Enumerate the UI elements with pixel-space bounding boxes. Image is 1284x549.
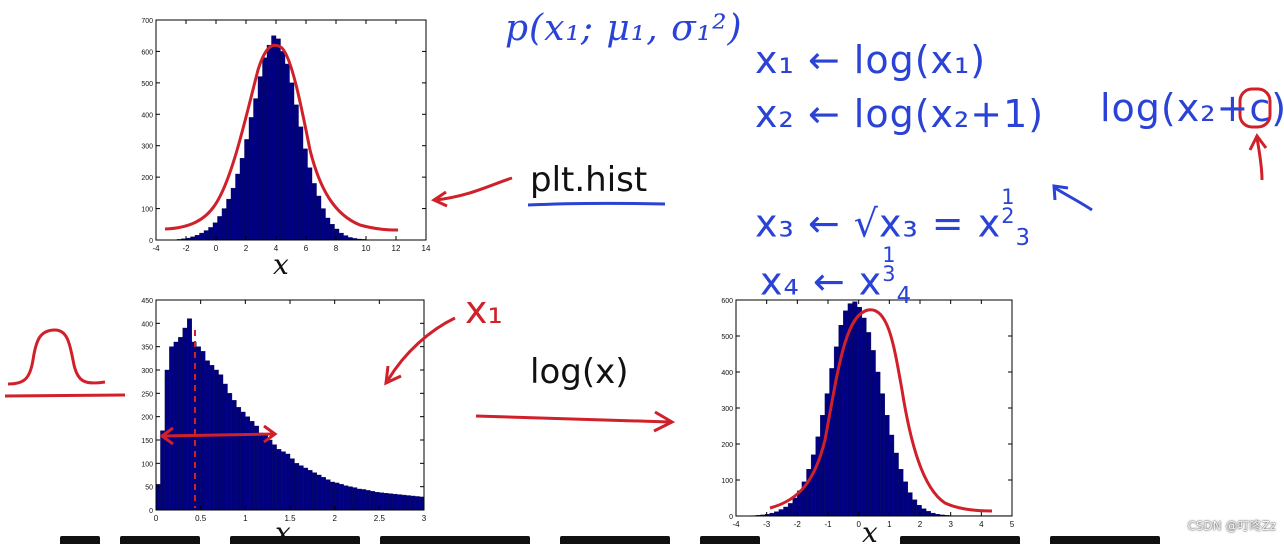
t3-arrow: ← bbox=[808, 201, 841, 245]
fitted-curve-top-left bbox=[165, 45, 398, 230]
t1-lhs: x₁ bbox=[755, 38, 795, 82]
plt-hist-label: plt.hist bbox=[530, 160, 647, 200]
log-c-constant: c bbox=[1249, 86, 1271, 130]
t3-rhs: √x₃ = x bbox=[854, 201, 1001, 245]
t2-lhs: x₂ bbox=[755, 92, 795, 136]
t2-rhs: log(x₂+1) bbox=[854, 92, 1044, 136]
gaussian-sketch bbox=[8, 330, 105, 384]
fitted-curve-bottom-right bbox=[770, 310, 992, 511]
t4-arrow: ← bbox=[813, 259, 846, 303]
x1-annotation: x₁ bbox=[465, 288, 503, 332]
t2-arrow: ← bbox=[808, 92, 841, 136]
log-c-expression: log(x₂+c) bbox=[1100, 86, 1284, 130]
spread-arrow bbox=[163, 434, 274, 436]
transform-line-2: x₂ ← log(x₂+1) bbox=[755, 92, 1044, 136]
arrow-to-log-plot bbox=[476, 416, 670, 422]
arrow-from-x1 bbox=[388, 318, 455, 380]
t1-arrow: ← bbox=[808, 38, 841, 82]
transform-line-1: x₁ ← log(x₁) bbox=[755, 38, 986, 82]
arrow-to-c bbox=[1257, 138, 1262, 180]
t4-subscript: 4 bbox=[897, 283, 913, 309]
t4-rhs: x bbox=[859, 259, 883, 303]
t1-rhs: log(x₁) bbox=[854, 38, 986, 82]
log-x-label: log(x) bbox=[530, 352, 628, 392]
log-c-suffix: ) bbox=[1271, 86, 1284, 130]
watermark: CSDN @叮咚Zz bbox=[1187, 517, 1276, 534]
t3-lhs: x₃ bbox=[755, 201, 795, 245]
plt-hist-underline bbox=[528, 203, 665, 205]
t4-lhs: x₄ bbox=[760, 259, 800, 303]
t3-subscript: 3 bbox=[1015, 225, 1031, 251]
arrow-to-exponent bbox=[1055, 188, 1092, 210]
arrow-to-top-plot bbox=[436, 178, 512, 200]
probability-expression: p(x₁; μ₁, σ₁²) bbox=[505, 8, 743, 49]
cropped-caption-band bbox=[0, 530, 1284, 544]
log-c-prefix: log(x₂+ bbox=[1100, 86, 1249, 130]
